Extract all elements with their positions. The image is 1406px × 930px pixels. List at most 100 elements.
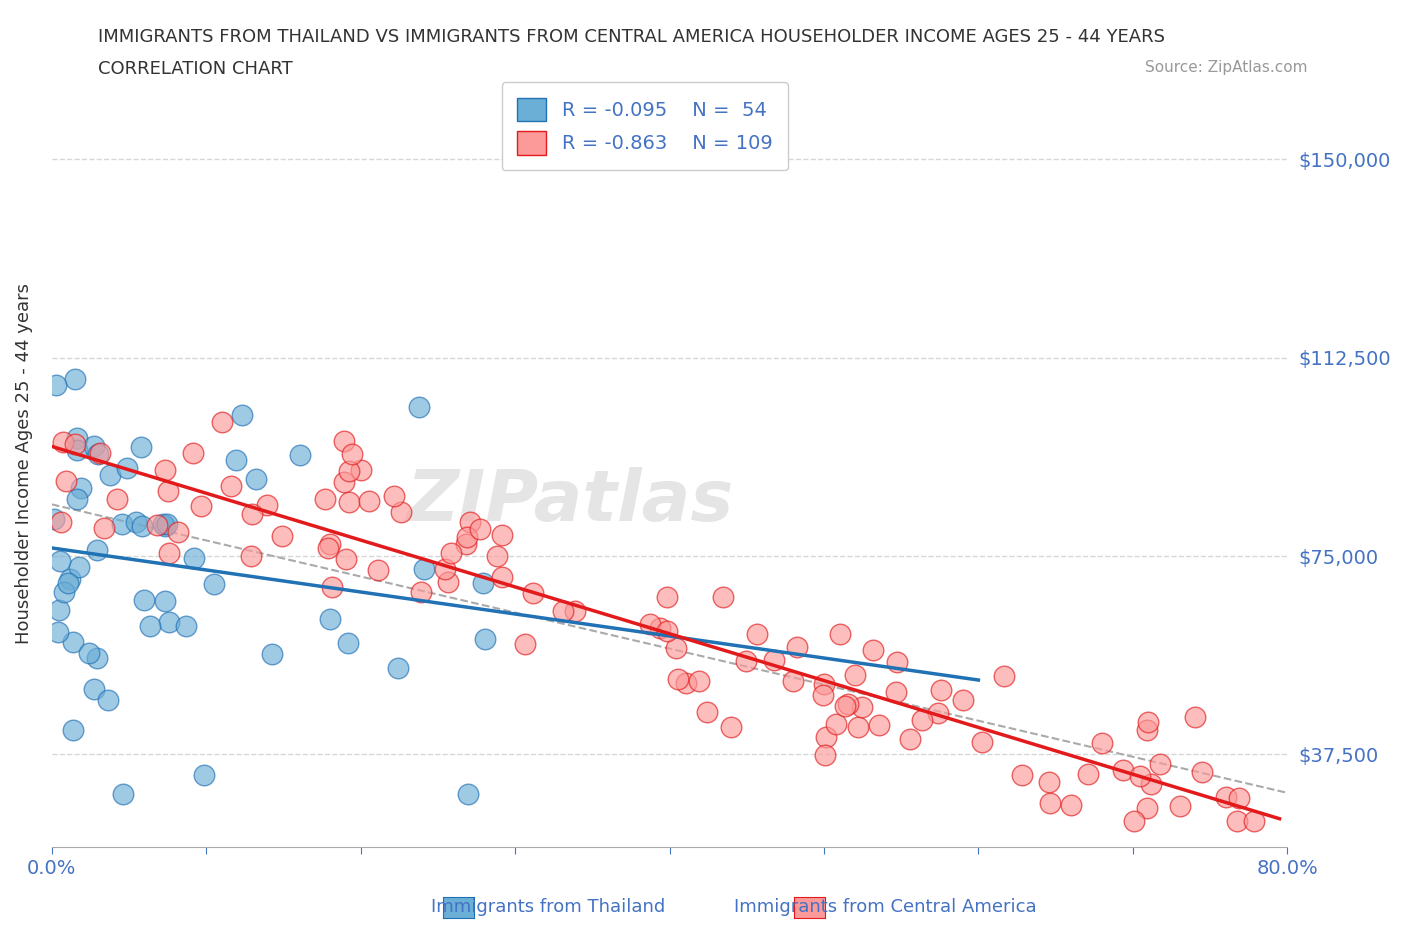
Point <box>825 716 848 731</box>
Point <box>63 437 86 452</box>
Point <box>837 697 859 711</box>
Point <box>56 576 79 591</box>
Point <box>762 653 785 668</box>
Point <box>735 653 758 668</box>
Point <box>49 553 72 568</box>
Point <box>86 542 108 557</box>
Point <box>454 536 477 551</box>
Legend: R = -0.095    N =  54, R = -0.863    N = 109: R = -0.095 N = 54, R = -0.863 N = 109 <box>502 82 789 170</box>
Point <box>66 491 89 506</box>
Point <box>1243 813 1265 828</box>
Point <box>256 498 278 512</box>
Point <box>391 504 413 519</box>
Point <box>1038 775 1060 790</box>
Point <box>337 635 360 650</box>
Point <box>52 434 75 449</box>
Point <box>408 399 430 414</box>
Point <box>174 619 197 634</box>
Point <box>1129 769 1152 784</box>
Point <box>87 446 110 461</box>
Point <box>337 463 360 478</box>
Point <box>319 537 342 551</box>
Point <box>900 732 922 747</box>
Point <box>1226 813 1249 828</box>
Point <box>468 521 491 536</box>
Point <box>814 730 837 745</box>
Point <box>720 719 742 734</box>
Text: Immigrants from Central America: Immigrants from Central America <box>734 897 1038 916</box>
Point <box>665 641 688 656</box>
Point <box>786 640 808 655</box>
Point <box>77 646 100 661</box>
Point <box>814 748 837 763</box>
Point <box>155 519 177 534</box>
Point <box>157 615 180 630</box>
Point <box>1136 723 1159 737</box>
Point <box>350 463 373 478</box>
Point <box>952 693 974 708</box>
Point <box>868 718 890 733</box>
Point <box>437 575 460 590</box>
Point <box>1111 763 1133 777</box>
Point <box>1123 813 1146 828</box>
Point <box>456 530 478 545</box>
Point <box>1168 799 1191 814</box>
Point <box>655 624 678 639</box>
Point <box>688 673 710 688</box>
Point <box>314 492 336 507</box>
Point <box>522 586 544 601</box>
Point <box>245 472 267 486</box>
Point <box>851 700 873 715</box>
Point <box>107 492 129 507</box>
Point <box>239 549 262 564</box>
Point <box>472 576 495 591</box>
Point <box>83 681 105 696</box>
Point <box>745 627 768 642</box>
Point <box>98 468 121 483</box>
Point <box>115 460 138 475</box>
Point <box>89 445 111 460</box>
Point <box>65 431 87 445</box>
Point <box>93 521 115 536</box>
Point <box>48 603 70 618</box>
Point <box>63 372 86 387</box>
Point <box>844 668 866 683</box>
Point <box>412 562 434 577</box>
Point <box>387 661 409 676</box>
Point <box>640 617 662 631</box>
Point <box>1077 767 1099 782</box>
Point <box>811 687 834 702</box>
Point <box>55 474 77 489</box>
Point <box>86 650 108 665</box>
Point <box>1060 798 1083 813</box>
Point <box>1191 764 1213 779</box>
Point <box>138 619 160 634</box>
Point <box>66 443 89 458</box>
Point <box>62 723 84 737</box>
Point <box>262 647 284 662</box>
Point <box>49 514 72 529</box>
Point <box>1137 714 1160 729</box>
Point <box>434 562 457 577</box>
Point <box>62 634 84 649</box>
Point <box>551 604 574 618</box>
Point <box>190 498 212 513</box>
Text: CORRELATION CHART: CORRELATION CHART <box>98 60 294 78</box>
Point <box>319 611 342 626</box>
Point <box>240 507 263 522</box>
Point <box>53 585 76 600</box>
Point <box>846 720 869 735</box>
Point <box>211 415 233 430</box>
Point <box>67 560 90 575</box>
Point <box>59 572 82 587</box>
Point <box>340 446 363 461</box>
Text: Source: ZipAtlas.com: Source: ZipAtlas.com <box>1144 60 1308 75</box>
Y-axis label: Householder Income Ages 25 - 44 years: Householder Income Ages 25 - 44 years <box>15 283 32 644</box>
Point <box>97 693 120 708</box>
Point <box>316 540 339 555</box>
Point <box>564 604 586 618</box>
Point <box>332 434 354 449</box>
Point <box>910 712 932 727</box>
Point <box>146 517 169 532</box>
Point <box>828 627 851 642</box>
